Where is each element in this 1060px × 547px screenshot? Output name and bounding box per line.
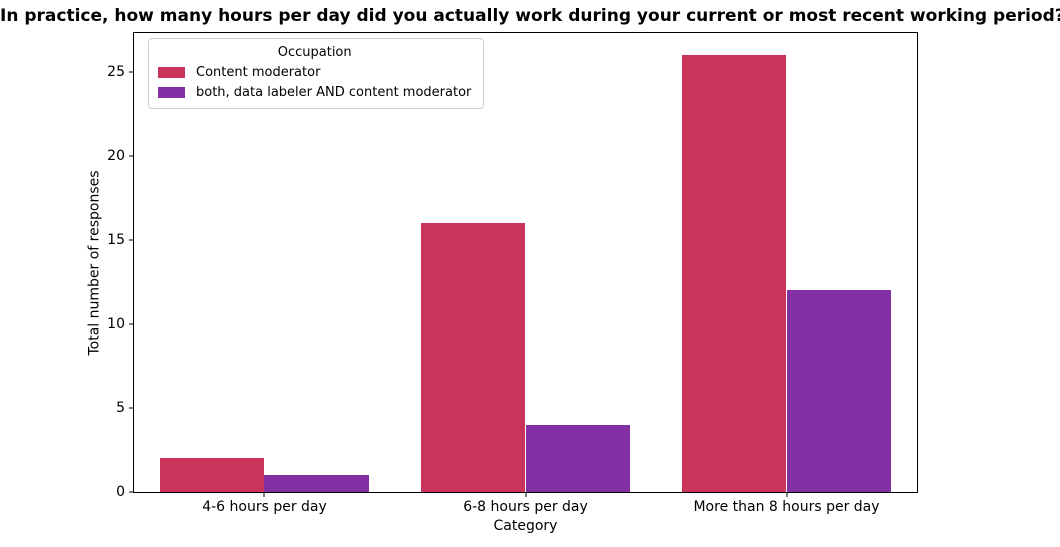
x-tick-mark	[525, 492, 526, 497]
legend-entries: Content moderator both, data labeler AND …	[158, 65, 471, 100]
y-tick-mark	[129, 71, 134, 73]
bar-both-data-labeler-and-content-moderator-6-8-hours-per-day	[525, 424, 630, 492]
y-tick-label: 0	[116, 484, 125, 500]
plot-area: 0 5 10 15 20 25 4-6 hours per day 6-8 hours pe…	[107, 32, 918, 515]
bar-content-moderator-4-6-hours-per-day	[160, 458, 265, 492]
legend-label: both, data labeler AND content moderator	[196, 85, 472, 100]
x-tick-mark	[263, 492, 265, 497]
y-axis-label-wrap: Total number of responses	[86, 32, 104, 493]
bar-content-moderator-more-than-8-hours-per-day	[682, 54, 787, 492]
y-tick-mark	[129, 323, 134, 325]
y-tick-mark	[129, 407, 134, 409]
y-tick-mark	[129, 155, 134, 157]
legend: Occupation Content moderator both, data l…	[148, 38, 485, 109]
bars-layer	[134, 33, 917, 492]
x-tick-label: More than 8 hours per day	[693, 499, 880, 515]
legend-entry-content-moderator: Content moderator	[158, 65, 471, 80]
legend-title: Occupation	[277, 45, 352, 60]
y-axis-label: Total number of responses	[87, 169, 103, 356]
chart-title: In practice, how many hours per day did …	[0, 6, 1060, 26]
y-tick-label: 5	[116, 399, 125, 416]
x-tick-label: 6-8 hours per day	[463, 499, 588, 515]
x-tick-mark	[786, 492, 787, 497]
legend-swatch-both-data-labeler-and-content-moderator	[158, 87, 185, 98]
y-tick-label: 10	[107, 315, 125, 332]
y-tick-label: 15	[107, 231, 125, 248]
legend-label: Content moderator	[196, 65, 321, 80]
legend-swatch-content-moderator	[158, 67, 185, 78]
legend-entry-both-data-labeler-and-content-moderator: both, data labeler AND content moderator	[158, 85, 471, 100]
y-tick-mark	[129, 491, 134, 493]
y-tick-label: 20	[107, 147, 125, 164]
bar-content-moderator-6-8-hours-per-day	[421, 223, 526, 492]
bar-both-data-labeler-and-content-moderator-4-6-hours-per-day	[264, 475, 369, 492]
y-tick-label: 25	[107, 63, 125, 80]
x-tick-label: 4-6 hours per day	[202, 499, 327, 515]
x-axis-label: Category	[493, 518, 558, 534]
bar-both-data-labeler-and-content-moderator-more-than-8-hours-per-day	[786, 290, 891, 492]
y-tick-mark	[129, 239, 134, 241]
